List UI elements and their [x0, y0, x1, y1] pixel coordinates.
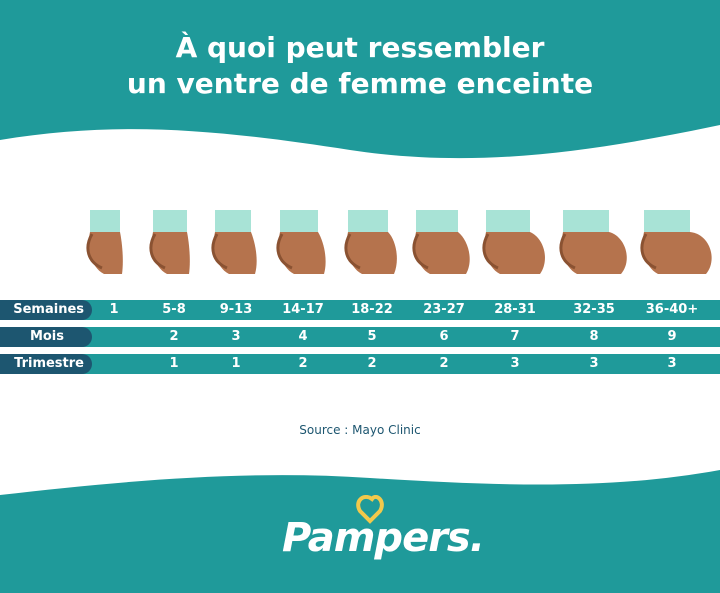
table-cell: 18-22	[351, 302, 393, 317]
table-cell: 6	[439, 329, 449, 344]
header-wave	[0, 0, 720, 159]
page-title: À quoi peut ressembler un ventre de femm…	[0, 30, 720, 102]
table-cell: 5-8	[162, 302, 186, 317]
belly-week-23-27-icon	[412, 210, 470, 274]
table-cell: 9	[667, 329, 677, 344]
belly-week-32-35-icon	[559, 210, 627, 274]
belly-week-18-22-icon	[344, 210, 397, 274]
table-cell: 2	[367, 356, 377, 371]
footer-wave	[0, 470, 720, 593]
source-note: Source : Mayo Clinic	[299, 423, 421, 437]
table-cell: 9-13	[219, 302, 253, 317]
belly-week-36-40-icon	[640, 210, 712, 274]
table-cell: 1	[109, 302, 119, 317]
table-cell: 7	[510, 329, 520, 344]
belly-week-1-icon	[86, 210, 123, 274]
table-cell: 2	[298, 356, 308, 371]
table-cell: 3	[510, 356, 520, 371]
row-label-mois: Mois	[0, 327, 92, 347]
row-label-trimestre: Trimestre	[0, 354, 92, 374]
table-cell: 1	[231, 356, 241, 371]
table-cell: 2	[439, 356, 449, 371]
table-cell: 32-35	[573, 302, 615, 317]
row-semaines: Semaines 1 5-8 9-13 14-17 18-22 23-27 28…	[0, 300, 720, 320]
heart-logo-icon	[356, 495, 384, 524]
title-line-2: un ventre de femme enceinte	[126, 67, 594, 100]
belly-row	[86, 210, 712, 274]
table-cell: 8	[589, 329, 599, 344]
table-cell: 3	[589, 356, 599, 371]
title-line-1: À quoi peut ressembler	[175, 31, 545, 64]
pampers-logo: Pampers.	[260, 495, 485, 575]
row-trimestre: Trimestre 1 1 2 2 2 3 3 3	[0, 354, 720, 374]
table-cell: 4	[298, 329, 308, 344]
belly-week-5-8-icon	[149, 210, 190, 274]
table-cell: 2	[169, 329, 179, 344]
belly-week-9-13-icon	[211, 210, 257, 274]
table-cell: 14-17	[282, 302, 324, 317]
belly-illustrations	[0, 210, 720, 280]
logo-text: Pampers.	[282, 515, 485, 561]
table-cell: 3	[667, 356, 677, 371]
table-cell: 1	[169, 356, 179, 371]
table-cell: 36-40+	[645, 302, 699, 317]
table-cell: 3	[231, 329, 241, 344]
belly-week-14-17-icon	[276, 210, 326, 274]
table-cell: 23-27	[423, 302, 465, 317]
row-label-semaines: Semaines	[0, 300, 92, 320]
table-cell: 5	[367, 329, 377, 344]
row-mois: Mois 2 3 4 5 6 7 8 9	[0, 327, 720, 347]
table-cell: 28-31	[494, 302, 536, 317]
belly-week-28-31-icon	[482, 210, 545, 274]
